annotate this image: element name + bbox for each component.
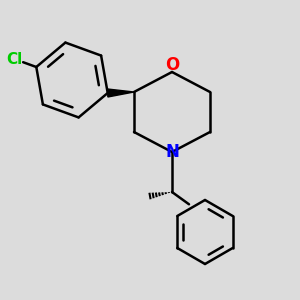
Polygon shape <box>108 89 134 97</box>
Text: O: O <box>165 56 179 74</box>
Text: N: N <box>165 143 179 161</box>
Text: Cl: Cl <box>7 52 23 67</box>
